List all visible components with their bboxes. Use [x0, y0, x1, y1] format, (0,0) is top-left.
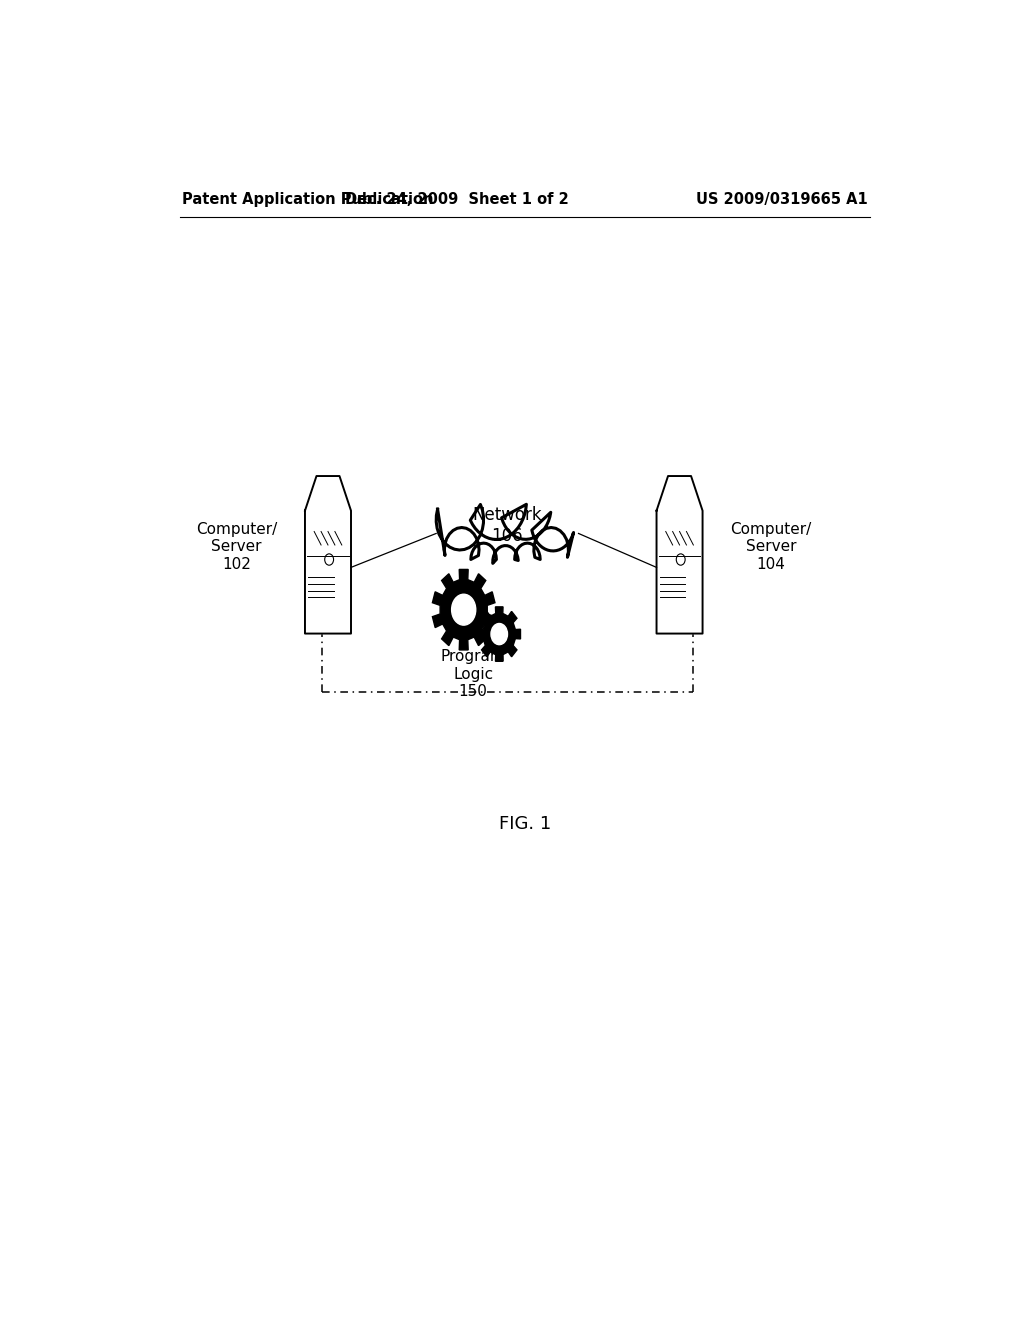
Text: FIG. 1: FIG. 1: [499, 816, 551, 833]
Text: Program
Logic
150: Program Logic 150: [441, 649, 506, 700]
Circle shape: [452, 594, 476, 626]
Polygon shape: [436, 504, 573, 564]
Circle shape: [490, 623, 508, 644]
Text: Network
106: Network 106: [472, 506, 542, 545]
Polygon shape: [432, 569, 495, 649]
Text: Dec. 24, 2009  Sheet 1 of 2: Dec. 24, 2009 Sheet 1 of 2: [345, 193, 569, 207]
Text: Computer/
Server
104: Computer/ Server 104: [730, 521, 811, 572]
Polygon shape: [656, 477, 702, 634]
Text: Patent Application Publication: Patent Application Publication: [182, 193, 433, 207]
Text: US 2009/0319665 A1: US 2009/0319665 A1: [696, 193, 867, 207]
Polygon shape: [478, 607, 520, 661]
Text: Computer/
Server
102: Computer/ Server 102: [197, 521, 278, 572]
Polygon shape: [305, 477, 351, 634]
